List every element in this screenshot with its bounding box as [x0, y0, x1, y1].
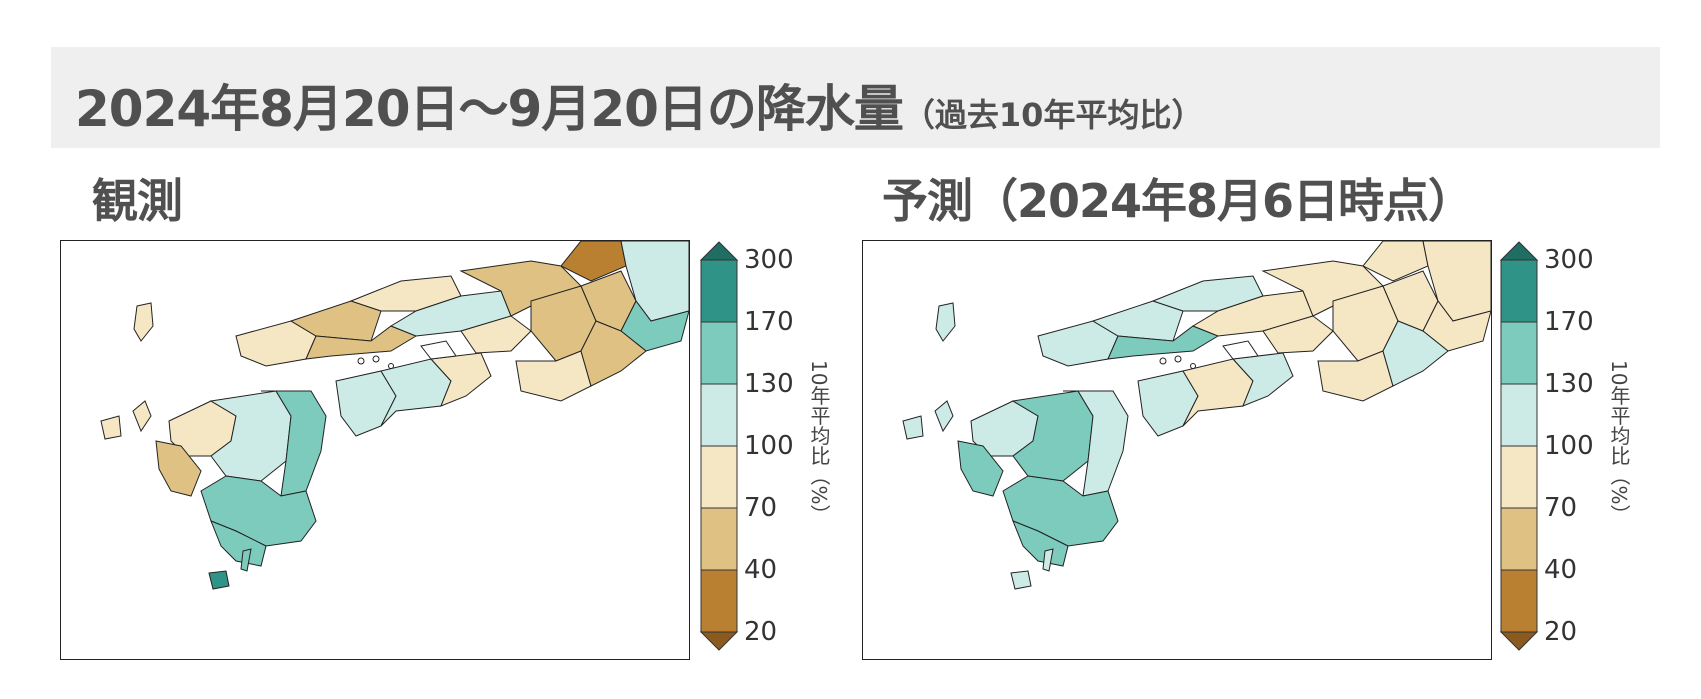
colorbar-bin-170-300: [700, 259, 738, 323]
colorbar-bin-130-170: [1500, 321, 1538, 385]
title-subtitle: （過去10年平均比）: [902, 96, 1204, 134]
region-kyushu-west: [957, 440, 1004, 497]
colorbar-bin-100-130: [1500, 383, 1538, 447]
region-chugoku-south: [305, 325, 418, 360]
region-kagoshima: [1012, 520, 1069, 567]
colorbar-tick: 40: [1544, 555, 1578, 585]
region-chugoku-south: [1107, 325, 1220, 360]
region-kyushu-west: [155, 440, 202, 497]
colorbar-bin-100-130: [700, 383, 738, 447]
map-observed: [60, 240, 690, 660]
colorbar-bin-40-70: [700, 507, 738, 571]
colorbar-tick: 100: [744, 431, 794, 461]
colorbar-bin-20-40: [700, 569, 738, 633]
region-kagoshima: [210, 520, 267, 567]
colorbar-over-triangle: [1499, 241, 1539, 261]
colorbar-tick: 300: [1544, 245, 1594, 275]
region-chugoku-center: [1091, 300, 1184, 342]
panel-label-forecast: 予測（2024年8月6日時点）: [882, 174, 1474, 228]
colorbar-tick: 20: [1544, 617, 1578, 647]
region-yakushima: [1010, 570, 1032, 590]
map-forecast-svg: [902, 241, 1491, 590]
region-chugoku-center: [289, 300, 382, 342]
colorbar-under-triangle: [1499, 631, 1539, 651]
colorbar-tick: 70: [744, 493, 778, 523]
region-chubu-coast: [560, 241, 627, 282]
colorbar-tick: 20: [744, 617, 778, 647]
colorbar-bin-170-300: [1500, 259, 1538, 323]
region-kinki-west: [460, 315, 532, 354]
colorbar-axis-label: 10年平均比（%）: [1607, 360, 1631, 525]
panel-label-observed: 観測: [92, 174, 183, 228]
region-islands-west: [100, 302, 154, 440]
region-tokai: [580, 320, 647, 387]
colorbar-bin-70-100: [700, 445, 738, 509]
colorbar-forecast-svg: [1499, 241, 1539, 651]
region-yakushima: [208, 570, 230, 590]
map-forecast: [862, 240, 1492, 660]
colorbar-over-triangle: [699, 241, 739, 261]
colorbar-tick: 100: [1544, 431, 1594, 461]
page-title: 2024年8月20日～9月20日の降水量（過去10年平均比）: [75, 69, 1203, 141]
colorbar-tick: 130: [1544, 369, 1594, 399]
colorbar-tick: 170: [1544, 307, 1594, 337]
colorbar-forecast: 300 170 130 100 70 40 20 10年平均比（%）: [1496, 232, 1646, 672]
colorbar-observed-svg: [699, 241, 739, 651]
colorbar-axis-label: 10年平均比（%）: [807, 360, 831, 525]
colorbar-tick: 170: [744, 307, 794, 337]
region-kinki-west: [1262, 315, 1334, 354]
region-tanegashima: [1042, 548, 1054, 572]
colorbar-tick: 130: [744, 369, 794, 399]
region-chubu-coast: [1362, 241, 1429, 282]
colorbar-tick: 300: [744, 245, 794, 275]
colorbar-bin-20-40: [1500, 569, 1538, 633]
title-bar: 2024年8月20日～9月20日の降水量（過去10年平均比）: [51, 47, 1660, 148]
colorbar-bin-40-70: [1500, 507, 1538, 571]
region-islands-west: [902, 302, 956, 440]
colorbar-bin-130-170: [700, 321, 738, 385]
colorbar-under-triangle: [699, 631, 739, 651]
title-main: 2024年8月20日～9月20日の降水量: [75, 80, 904, 138]
map-observed-svg: [100, 241, 689, 590]
colorbar-tick: 40: [744, 555, 778, 585]
region-tanegashima: [240, 548, 252, 572]
region-tokai: [1382, 320, 1449, 387]
colorbar-tick: 70: [1544, 493, 1578, 523]
colorbar-observed: 300 170 130 100 70 40 20 10年平均比（%）: [696, 232, 846, 672]
colorbar-bin-70-100: [1500, 445, 1538, 509]
